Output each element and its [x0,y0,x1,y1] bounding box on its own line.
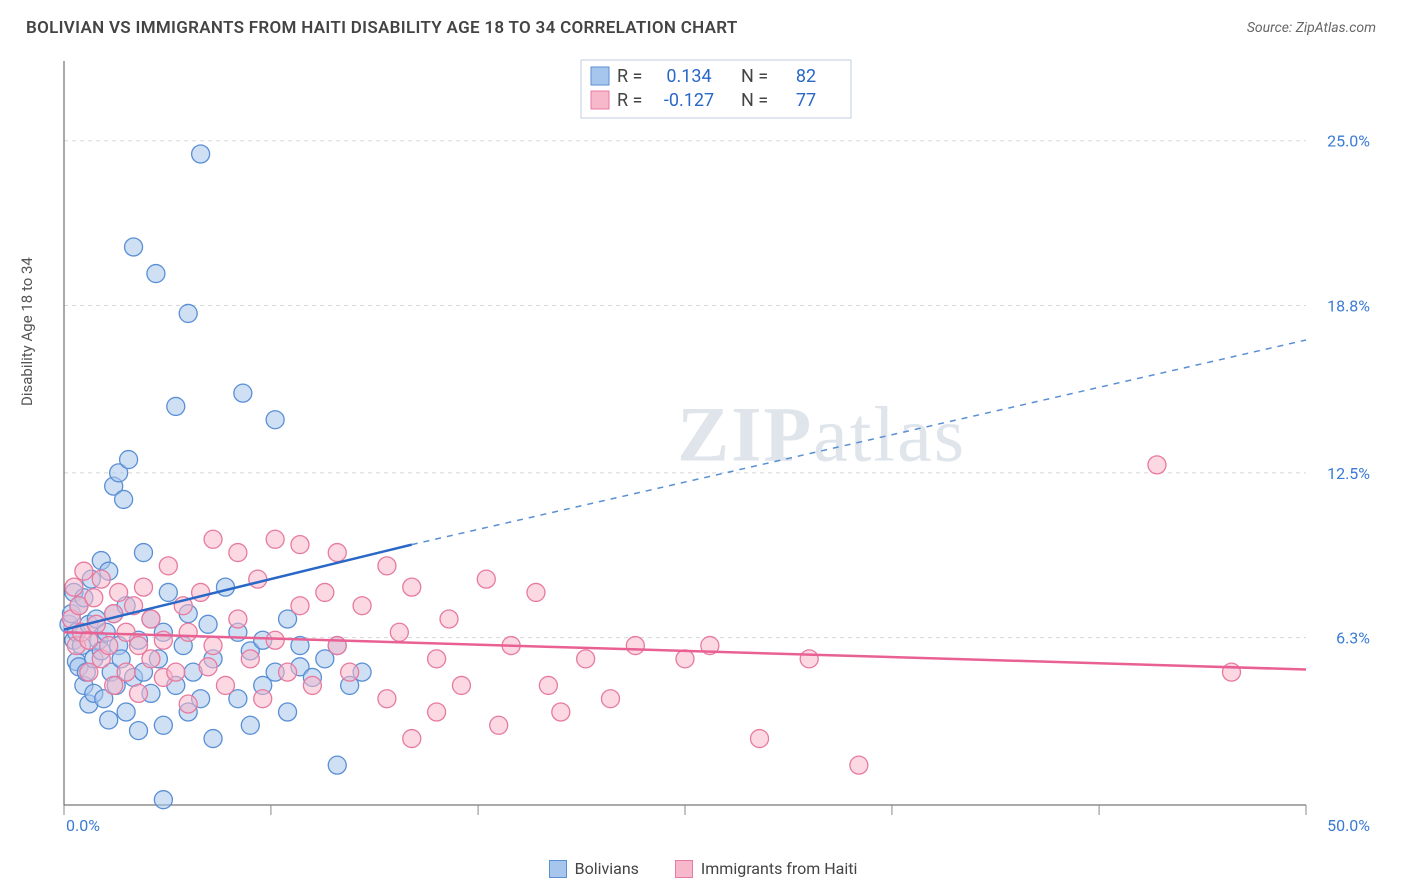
svg-text:N =: N = [741,90,768,111]
legend-swatch-blue [549,860,567,878]
svg-text:18.8%: 18.8% [1327,296,1370,315]
source-credit: Source: ZipAtlas.com [1247,20,1376,36]
y-axis-label: Disability Age 18 to 34 [18,257,36,406]
legend-item-blue: Bolivians [549,859,639,878]
legend-label-blue: Bolivians [575,859,639,878]
svg-text:82: 82 [796,66,816,87]
header: BOLIVIAN VS IMMIGRANTS FROM HAITI DISABI… [0,0,1406,48]
legend-item-pink: Immigrants from Haiti [675,859,857,878]
svg-text:R =: R = [617,90,642,111]
svg-text:0.0%: 0.0% [66,816,100,835]
chart-title: BOLIVIAN VS IMMIGRANTS FROM HAITI DISABI… [26,18,738,38]
svg-text:50.0%: 50.0% [1327,816,1370,835]
svg-text:25.0%: 25.0% [1327,132,1370,151]
svg-text:77: 77 [796,90,816,111]
chart-area: Disability Age 18 to 34 6.3%12.5%18.8%25… [26,55,1376,837]
legend: Bolivians Immigrants from Haiti [0,859,1406,878]
svg-text:-0.127: -0.127 [664,90,714,111]
legend-swatch-pink [675,860,693,878]
svg-text:R =: R = [617,66,642,87]
legend-label-pink: Immigrants from Haiti [701,859,857,878]
svg-text:12.5%: 12.5% [1327,464,1370,483]
svg-text:ZIPatlas: ZIPatlas [677,391,966,478]
svg-text:N =: N = [741,66,768,87]
svg-text:0.134: 0.134 [666,66,711,87]
svg-text:6.3%: 6.3% [1336,629,1370,648]
plot-area: 6.3% 12.5% 18.8% 25.0% 0.0% 50.0% ZIPatlas R = 0… [56,55,1376,837]
source-prefix: Source: [1247,20,1296,36]
source-name: ZipAtlas.com [1296,20,1376,36]
scatter-chart: 6.3% 12.5% 18.8% 25.0% 0.0% 50.0% ZIPatlas R = 0… [56,55,1376,835]
